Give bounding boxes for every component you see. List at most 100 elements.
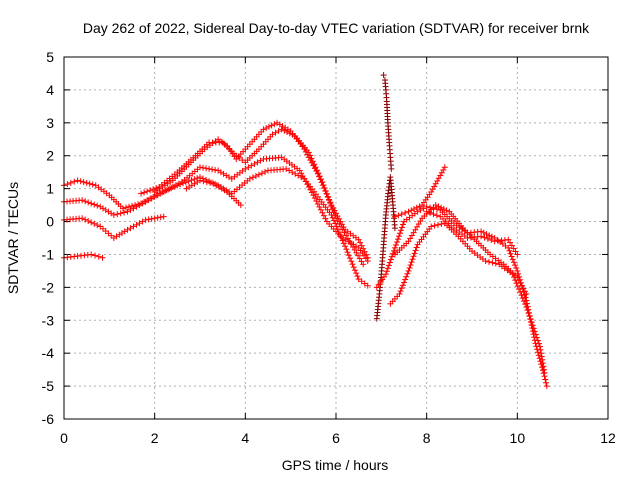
data-point (242, 165, 249, 172)
data-point (438, 204, 445, 211)
data-point (185, 178, 192, 185)
data-point (169, 183, 176, 190)
data-point (197, 164, 203, 171)
data-point (383, 268, 390, 275)
data-point (325, 196, 332, 203)
data-point (489, 259, 496, 266)
y-tick-label: -4 (42, 345, 55, 361)
data-point (514, 251, 521, 258)
data-point (427, 209, 434, 216)
data-point (203, 179, 210, 186)
data-point (218, 138, 225, 145)
data-point (245, 164, 252, 171)
data-point (438, 221, 445, 228)
data-point (77, 178, 84, 185)
y-tick-label: -1 (42, 246, 55, 262)
data-point (144, 188, 151, 195)
data-point (407, 262, 414, 269)
data-point (64, 181, 71, 188)
data-point (520, 298, 527, 305)
data-point (85, 217, 92, 224)
data-point (431, 222, 438, 229)
data-point (237, 202, 244, 209)
data-point (523, 304, 530, 311)
data-point (410, 206, 417, 213)
data-point (82, 198, 89, 205)
data-point (403, 273, 410, 280)
data-point (435, 221, 441, 228)
data-point (530, 325, 537, 332)
data-point (360, 245, 367, 252)
data-point (354, 273, 361, 280)
data-point (429, 186, 436, 193)
data-point (404, 270, 411, 277)
data-point (482, 258, 489, 265)
data-point (345, 252, 352, 259)
data-point (540, 363, 547, 370)
data-point (413, 244, 420, 251)
data-point (537, 343, 543, 350)
data-point (384, 265, 391, 272)
data-point (435, 203, 442, 210)
data-point (139, 218, 146, 225)
data-point (209, 166, 216, 173)
series-arc-6 (151, 119, 371, 261)
data-point (391, 213, 398, 220)
data-point (82, 216, 89, 223)
data-point (532, 331, 539, 338)
data-point (317, 206, 324, 213)
data-point (257, 157, 264, 164)
data-point (396, 230, 403, 237)
data-point (320, 212, 327, 219)
data-point (138, 190, 145, 197)
data-point (539, 360, 546, 367)
series-arc-3 (61, 213, 167, 241)
data-point (95, 253, 102, 260)
data-point (518, 292, 525, 299)
chart-title: Day 262 of 2022, Sidereal Day-to-day VTE… (83, 20, 590, 36)
data-point (175, 180, 182, 187)
data-point (339, 237, 346, 244)
data-point (157, 214, 164, 221)
data-point (486, 258, 492, 265)
data-point (79, 215, 86, 222)
data-point (114, 211, 121, 218)
data-point (387, 256, 394, 263)
data-point (85, 199, 92, 206)
data-point (148, 195, 155, 202)
data-point (401, 279, 407, 286)
data-point (480, 229, 487, 236)
data-point (408, 259, 415, 266)
data-point (206, 165, 213, 172)
series-arc-11 (391, 164, 448, 220)
x-tick-label: 6 (332, 430, 340, 446)
data-point (215, 136, 222, 143)
data-point (486, 232, 493, 239)
data-point (321, 185, 328, 192)
data-point (141, 189, 148, 196)
data-point (147, 187, 154, 194)
data-point (432, 180, 439, 187)
data-point (299, 173, 306, 180)
y-tick-label: 0 (46, 214, 54, 230)
data-point (385, 262, 392, 269)
y-tick-label: 3 (46, 115, 54, 131)
data-point (130, 223, 137, 230)
data-point (360, 261, 367, 268)
data-point (391, 244, 398, 251)
data-point (343, 246, 350, 253)
data-point (79, 197, 86, 204)
data-point (537, 346, 544, 353)
data-point (529, 322, 536, 329)
data-point (441, 164, 448, 171)
data-point (200, 164, 207, 171)
data-point (327, 199, 334, 206)
data-point (364, 282, 371, 289)
data-point (292, 170, 299, 177)
data-point (94, 202, 101, 209)
data-point (160, 213, 167, 220)
data-point (525, 310, 532, 317)
data-point (136, 202, 143, 209)
data-point (410, 253, 417, 260)
